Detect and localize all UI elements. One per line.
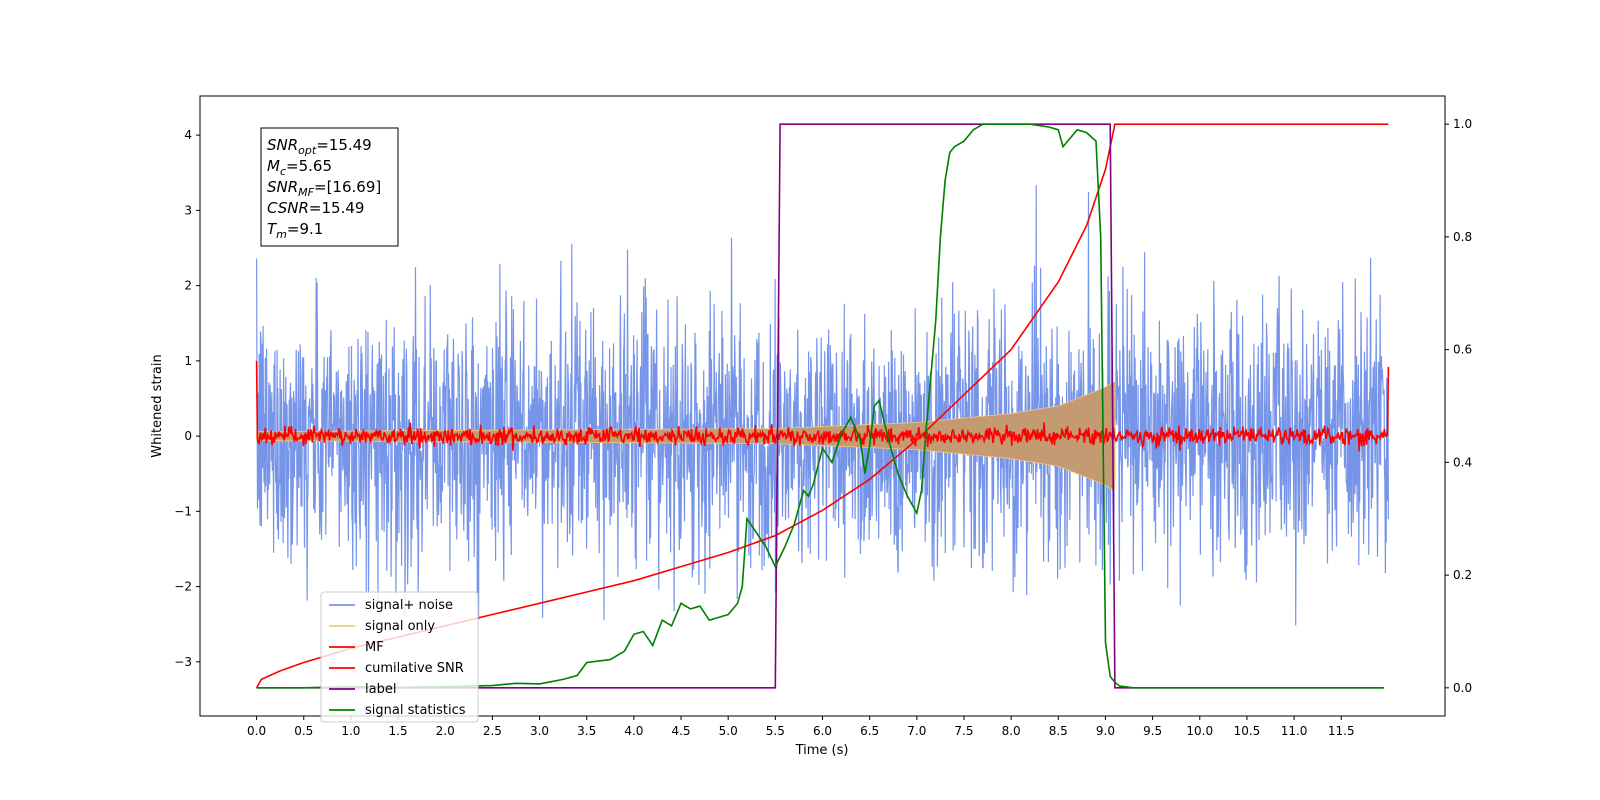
x-tick-label: 1.0 [341,724,360,738]
y2-tick-label: 0.4 [1453,455,1472,469]
x-tick-label: 4.5 [671,724,690,738]
annotation-line: Mc=5.65 [267,157,332,178]
signal-noise-line [256,185,1389,626]
signal-statistics-series [256,123,1384,689]
annotation-line: SNRMF=[16.69] [267,178,381,199]
mf-line [255,360,1390,452]
legend-entry: signal+ noise [365,598,453,613]
y-tick-label: −2 [174,580,192,594]
y-tick-label: 4 [184,128,192,142]
y-tick-label: 2 [184,279,192,293]
plot-area [255,123,1390,689]
legend-entry: MF [365,640,384,655]
legend-entry: label [365,682,396,697]
x-tick-label: 2.5 [483,724,502,738]
annotation-line: CSNR=15.49 [267,199,364,217]
y-axis-label: Whitened strain [150,354,165,457]
y2-tick-label: 0.6 [1453,343,1472,357]
signal-only-series [256,381,1116,491]
x-tick-label: 11.5 [1328,724,1355,738]
y-axis-ticks: −3 −2 −1 0 1 2 3 4 [174,128,200,669]
x-tick-label: 3.5 [577,724,596,738]
x-tick-label: 8.5 [1049,724,1068,738]
annotation-frame [260,127,399,247]
x-tick-label: 5.5 [766,724,785,738]
x-tick-label: 10.5 [1234,724,1261,738]
x-tick-label: 5.0 [719,724,738,738]
x-tick-label: 0.0 [247,724,266,738]
x-tick-label: 11.0 [1281,724,1308,738]
legend-entry: signal statistics [365,703,466,718]
legend-entry: signal only [365,619,435,634]
legend: signal+ noise signal only MF cumilative SNR… [320,591,479,723]
x-tick-label: 2.0 [436,724,455,738]
x-axis-ticks: 0.0 0.5 1.0 1.5 2.0 2.5 3.0 3.5 4.0 4.5 5.0 5.5 6.0 6… [247,716,1355,738]
x-axis-label: Time (s) [795,743,849,758]
x-tick-label: 6.0 [813,724,832,738]
x-tick-label: 7.5 [954,724,973,738]
x-tick-label: 4.0 [624,724,643,738]
y2-tick-label: 0.8 [1453,230,1472,244]
y2-tick-label: 0.0 [1453,681,1472,695]
x-tick-label: 9.0 [1096,724,1115,738]
x-tick-label: 10.0 [1186,724,1213,738]
y2-tick-label: 0.2 [1453,568,1472,582]
y-tick-label: 3 [184,203,192,217]
y2-axis-ticks: 0.0 0.2 0.4 0.6 0.8 1.0 [1445,117,1472,695]
annotation-line: SNRopt=15.49 [267,136,372,157]
signal-noise-series [256,185,1389,626]
signal-statistics-line [256,123,1384,689]
y-tick-label: 0 [184,429,192,443]
x-tick-label: 9.5 [1143,724,1162,738]
y2-tick-label: 1.0 [1453,117,1472,131]
x-tick-label: 0.5 [294,724,313,738]
x-tick-label: 3.0 [530,724,549,738]
signal-only-band [256,381,1116,491]
y-tick-label: −1 [174,504,192,518]
mf-series [255,360,1390,452]
x-tick-label: 1.5 [389,724,408,738]
x-tick-label: 7.0 [907,724,926,738]
stats-annotation-box: SNRopt=15.49Mc=5.65SNRMF=[16.69]CSNR=15.… [260,127,399,247]
annotation-line: Tm=9.1 [267,220,323,241]
x-tick-label: 6.5 [860,724,879,738]
legend-entry: cumilative SNR [365,661,464,676]
x-tick-label: 8.0 [1002,724,1021,738]
legend-frame [320,591,479,723]
y-tick-label: −3 [174,655,192,669]
y-tick-label: 1 [184,354,192,368]
